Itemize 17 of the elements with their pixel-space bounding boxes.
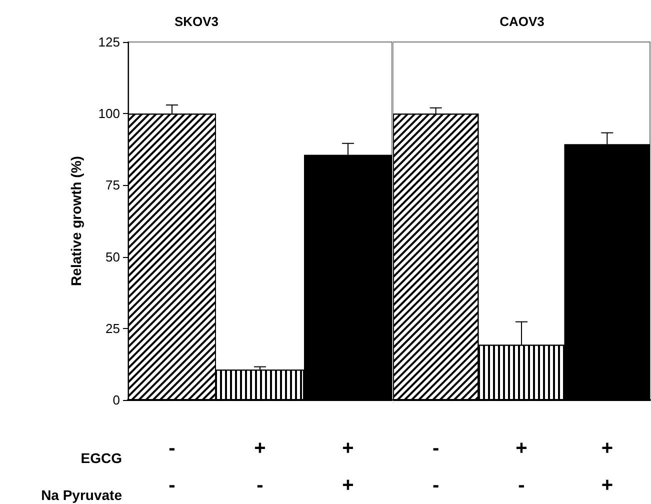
- x-tick-label: - -: [168, 438, 176, 496]
- y-tick-label: 75: [106, 178, 120, 193]
- x-tick-label: + +: [601, 438, 614, 496]
- text: EGCG: [80, 450, 122, 466]
- y-tick-label: 50: [106, 249, 120, 264]
- x-tick-label: - -: [432, 438, 440, 496]
- y-tick-label: 0: [112, 392, 120, 408]
- chart-title: SKOV3: [174, 14, 219, 29]
- y-tick-label: 125: [98, 34, 120, 50]
- y-tick-label: 100: [98, 106, 120, 122]
- x-tick-label: + -: [516, 438, 528, 496]
- chart-title: CAOV3: [500, 14, 544, 29]
- x-tick-label: + -: [254, 438, 266, 496]
- y-tick-label: 25: [106, 320, 120, 336]
- y-axis-title: Relative growth (%): [68, 156, 84, 286]
- x-tick-label: + +: [342, 438, 354, 496]
- text: Na Pyruvate: [40, 487, 122, 503]
